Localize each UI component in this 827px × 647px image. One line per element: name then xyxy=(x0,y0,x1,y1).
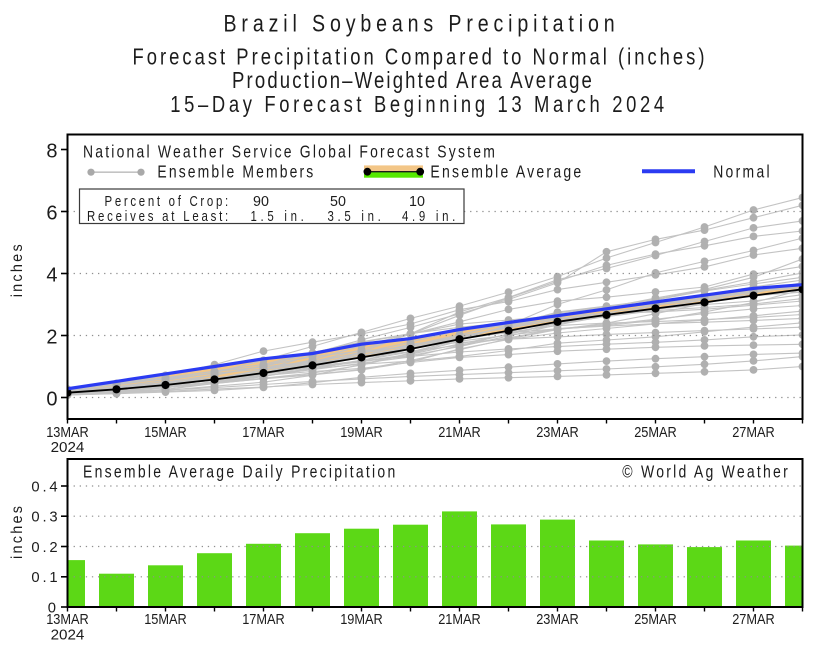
svg-text:Brazil Soybeans Precipitation: Brazil Soybeans Precipitation xyxy=(224,11,620,38)
svg-text:Normal: Normal xyxy=(713,162,772,182)
svg-text:13MAR: 13MAR xyxy=(46,424,89,441)
svg-text:50: 50 xyxy=(330,194,346,210)
svg-text:15–Day Forecast Beginning 13 M: 15–Day Forecast Beginning 13 March 2024 xyxy=(170,91,668,117)
svg-text:3.5 in.: 3.5 in. xyxy=(328,209,385,225)
svg-text:National Weather Service Globa: National Weather Service Global Forecast… xyxy=(83,141,497,161)
svg-text:Receives at Least:: Receives at Least: xyxy=(87,209,231,225)
svg-text:Ensemble Members: Ensemble Members xyxy=(157,162,315,182)
svg-text:8: 8 xyxy=(46,140,57,162)
svg-text:19MAR: 19MAR xyxy=(340,611,383,628)
svg-text:13MAR: 13MAR xyxy=(46,611,89,628)
svg-text:6: 6 xyxy=(46,202,57,224)
svg-text:Ensemble Average: Ensemble Average xyxy=(430,162,583,182)
svg-text:inches: inches xyxy=(9,504,26,559)
svg-text:15MAR: 15MAR xyxy=(144,611,187,628)
svg-text:21MAR: 21MAR xyxy=(438,424,481,441)
svg-text:17MAR: 17MAR xyxy=(242,424,285,441)
svg-text:25MAR: 25MAR xyxy=(634,611,677,628)
svg-text:0.4: 0.4 xyxy=(31,479,60,495)
svg-text:0.1: 0.1 xyxy=(31,570,60,586)
svg-text:27MAR: 27MAR xyxy=(732,424,775,441)
svg-text:Production–Weighted Area Avera: Production–Weighted Area Average xyxy=(232,67,594,93)
svg-text:15MAR: 15MAR xyxy=(144,424,187,441)
svg-text:0: 0 xyxy=(48,600,56,616)
svg-text:17MAR: 17MAR xyxy=(242,611,285,628)
svg-text:4: 4 xyxy=(46,264,57,286)
svg-text:inches: inches xyxy=(9,242,26,297)
svg-text:4.9 in.: 4.9 in. xyxy=(402,209,459,225)
svg-text:10: 10 xyxy=(409,194,425,210)
svg-text:90: 90 xyxy=(253,194,269,210)
svg-text:1.5 in.: 1.5 in. xyxy=(251,209,308,225)
svg-text:23MAR: 23MAR xyxy=(536,611,579,628)
svg-text:Forecast Precipitation Compare: Forecast Precipitation Compared to Norma… xyxy=(133,44,708,70)
svg-text:0.2: 0.2 xyxy=(31,540,60,556)
svg-text:23MAR: 23MAR xyxy=(536,424,579,441)
svg-text:2: 2 xyxy=(46,326,57,348)
svg-text:0.3: 0.3 xyxy=(31,510,60,526)
svg-text:25MAR: 25MAR xyxy=(634,424,677,441)
svg-text:0: 0 xyxy=(46,388,57,410)
svg-text:Ensemble Average Daily Precipi: Ensemble Average Daily Precipitation xyxy=(83,461,398,481)
svg-text:2024: 2024 xyxy=(51,626,85,643)
svg-text:© World Ag Weather: © World Ag Weather xyxy=(622,461,790,481)
svg-text:27MAR: 27MAR xyxy=(732,611,775,628)
svg-text:21MAR: 21MAR xyxy=(438,611,481,628)
svg-text:Percent of Crop:: Percent of Crop: xyxy=(105,194,231,210)
svg-text:2024: 2024 xyxy=(51,439,85,456)
svg-text:19MAR: 19MAR xyxy=(340,424,383,441)
